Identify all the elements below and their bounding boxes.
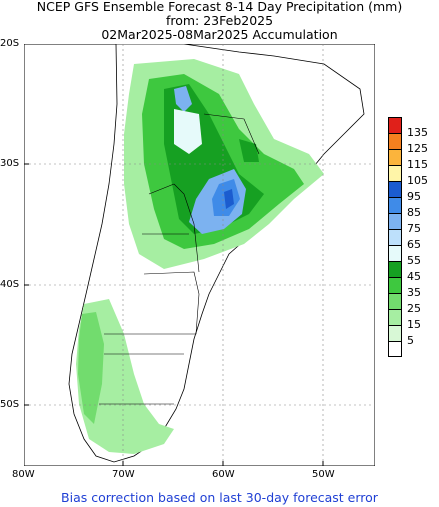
legend-label: 65 [407, 238, 421, 251]
precipitation-map [24, 44, 375, 466]
legend-label: 15 [407, 318, 421, 331]
legend-label: 135 [407, 126, 428, 139]
legend-swatch [388, 325, 402, 341]
legend-label: 125 [407, 142, 428, 155]
lon-label-50w: 50W [312, 469, 335, 480]
legend-swatch [388, 213, 402, 229]
legend-label: 85 [407, 206, 421, 219]
legend-swatch [388, 229, 402, 245]
lon-label-70w: 70W [112, 469, 135, 480]
legend-swatch [388, 293, 402, 309]
map-panel [24, 44, 375, 466]
legend-label: 75 [407, 222, 421, 235]
legend-label: 35 [407, 286, 421, 299]
legend-swatch [388, 165, 402, 181]
lat-label-30s: 30S [0, 158, 20, 169]
legend-label: 115 [407, 158, 428, 171]
title-line-3: 02Mar2025-08Mar2025 Accumulation [101, 27, 338, 42]
legend-swatch [388, 277, 402, 293]
legend-swatch [388, 133, 402, 149]
legend-swatch [388, 181, 402, 197]
legend-swatch [388, 149, 402, 165]
legend-label: 45 [407, 270, 421, 283]
legend-label: 25 [407, 302, 421, 315]
legend-label: 5 [407, 334, 414, 347]
legend-swatch [388, 117, 402, 133]
legend-label: 105 [407, 174, 428, 187]
title-line-1: NCEP GFS Ensemble Forecast 8-14 Day Prec… [36, 0, 403, 14]
bias-correction-note: Bias correction based on last 30-day for… [61, 490, 378, 505]
legend-swatch [388, 245, 402, 261]
lon-label-80w: 80W [12, 469, 35, 480]
legend-swatch [388, 261, 402, 277]
legend-label: 55 [407, 254, 421, 267]
lat-label-40s: 40S [0, 279, 20, 290]
legend-label: 95 [407, 190, 421, 203]
legend-swatch [388, 197, 402, 213]
lon-label-60w: 60W [212, 469, 235, 480]
title-line-2: from: 23Feb2025 [165, 13, 274, 28]
color-legend [388, 117, 402, 357]
legend-swatch [388, 341, 402, 357]
legend-swatch [388, 309, 402, 325]
lat-label-50s: 50S [0, 399, 20, 410]
lat-label-20s: 20S [0, 38, 20, 49]
